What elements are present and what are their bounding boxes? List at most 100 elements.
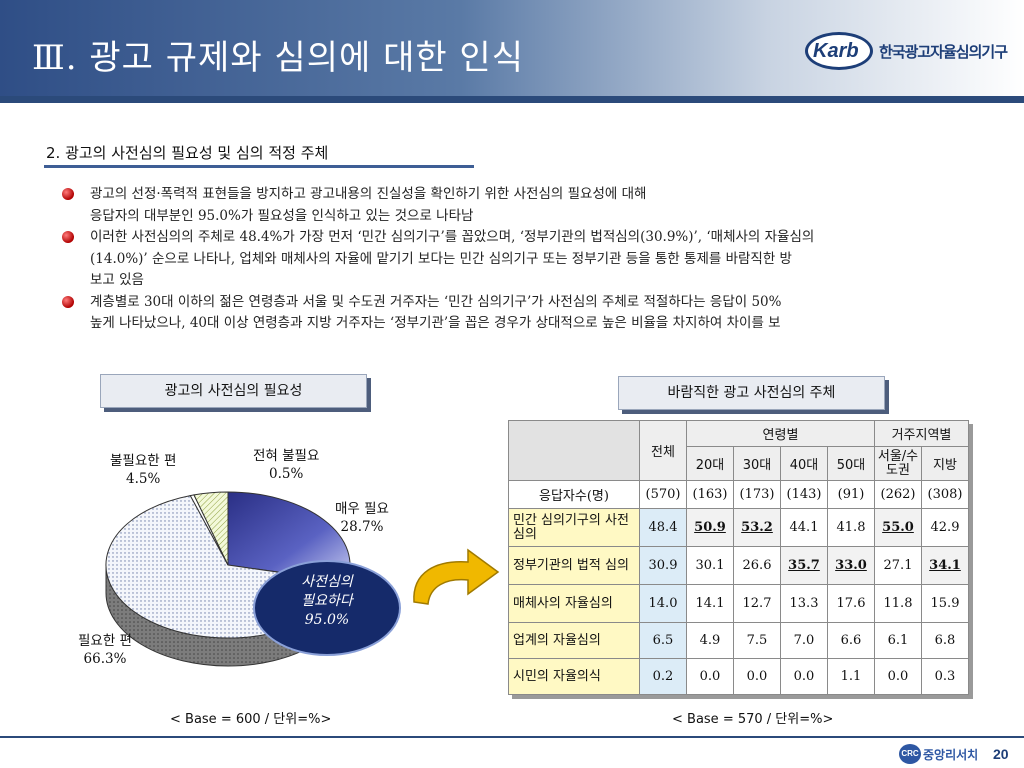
header-col: 지방 [921,446,969,481]
pie-value-label: 0.5% [269,466,304,482]
header-age-group: 연령별 [686,420,875,447]
table-cell: (163) [686,480,734,509]
bullet-dot-icon [62,295,74,308]
table-cell: (570) [639,480,687,509]
table-cell: 14.1 [686,584,734,623]
table-cell: 17.6 [827,584,875,623]
subject-table: 전체 연령별 거주지역별 20대 30대 40대 50대 서울/수도권 지방 응… [508,420,969,695]
table-cell: 26.6 [733,546,781,585]
summary-bullets: 광고의 선정·폭력적 표현들을 방지하고 광고내용의 진실성을 확인하기 위한 … [62,184,1024,335]
crc-logo-text: 중앙리서치 [923,748,979,762]
table-cell: 0.0 [874,658,922,695]
header-bottom-band [0,96,1024,103]
footer-line [0,736,1024,738]
karb-logo-text: Karb [813,40,859,62]
total-cell: 0.2 [639,658,687,695]
table-row: 업계의 자율심의 6.5 4.9 7.5 7.0 6.6 6.1 6.8 [508,622,969,659]
page-number: 20 [993,746,1009,762]
table-cell: 7.5 [733,622,781,659]
table-cell: 0.0 [780,658,828,695]
bullet-dot-icon [62,231,74,243]
bullet-line: 계층별로 30대 이하의 젊은 연령층과 서울 및 수도권 거주자는 ‘민간 심… [90,293,782,310]
table-cell: 30.1 [686,546,734,585]
row-label: 업계의 자율심의 [508,622,640,659]
table-cell: (173) [733,480,781,509]
table-cell: 0.3 [921,658,969,695]
bullet-dot-icon [62,188,74,200]
total-cell: 30.9 [639,546,687,585]
table-cell: 50.9 [686,508,734,547]
karb-logo-org-name: 한국광고자율심의기구 [879,43,1008,61]
pie-label-needed: 필요한 편 66.3% [78,633,132,667]
section-underline [44,165,474,168]
table-cell: 53.2 [733,508,781,547]
table-cell: 35.7 [780,546,828,585]
table-cell: (143) [780,480,828,509]
header-total: 전체 [639,420,687,481]
table-cell: 15.9 [921,584,969,623]
table-cell: 0.0 [733,658,781,695]
page-title: Ⅲ. 광고 규제와 심의에 대한 인식 [32,38,524,78]
pie-panel-title: 광고의 사전심의 필요성 [100,374,367,408]
table-cell: 6.8 [921,622,969,659]
table-cell: 42.9 [921,508,969,547]
pie-label-not-needed: 불필요한 편 4.5% [110,453,177,487]
table-cell: 7.0 [780,622,828,659]
bullet-line: (14.0%)’ 순으로 나타나, 업체와 매체사의 자율에 맡기기 보다는 민… [90,250,792,267]
table-cell: 6.1 [874,622,922,659]
table-cell: (262) [874,480,922,509]
needed-callout: 사전심의 필요하다 95.0% [253,560,401,656]
table-panel-title: 바람직한 광고 사전심의 주체 [618,376,885,410]
total-cell: 48.4 [639,508,687,547]
row-label: 매체사의 자율심의 [508,584,640,623]
pie-value-label: 28.7% [340,519,384,535]
respondents-label: 응답자수(명) [508,480,640,509]
table-cell: 1.1 [827,658,875,695]
curved-arrow-icon [413,548,500,605]
table-cell: 13.3 [780,584,828,623]
bullet-line: 높게 나타났으나, 40대 이상 연령층과 지방 거주자는 ‘정부기관’을 꼽은… [90,315,781,331]
crc-logo-badge: CRC [899,744,921,764]
bullet-line: 응답자의 대부분인 95.0%가 필요성을 인식하고 있는 것으로 나타남 [90,207,474,224]
table-cell: 12.7 [733,584,781,623]
table-row: 정부기관의 법적 심의 30.9 30.1 26.6 35.7 33.0 27.1 34.1 [508,546,969,585]
table-cell: 44.1 [780,508,828,547]
table-cell: (308) [921,480,969,509]
table-cell: 6.6 [827,622,875,659]
bullet-line: 이러한 사전심의의 주체로 48.4%가 가장 먼저 ‘민간 심의기구’를 꼽았… [90,229,815,245]
row-label: 시민의 자율의식 [508,658,640,695]
section-title: 2. 광고의 사전심의 필요성 및 심의 적정 주체 [46,144,329,162]
table-cell: (91) [827,480,875,509]
row-label: 민간 심의기구의 사전심의 [508,508,640,547]
table-cell: 33.0 [827,546,875,585]
header-col: 50대 [827,446,875,481]
table-cell: 34.1 [921,546,969,585]
table-cell: 41.8 [827,508,875,547]
crc-logo: CRC 중앙리서치 [899,744,985,764]
pie-label-very-needed: 매우 필요 28.7% [335,501,389,535]
pie-base-note: < Base = 600 / 단위=%> [170,712,332,727]
bullet-line: 광고의 선정·폭력적 표현들을 방지하고 광고내용의 진실성을 확인하기 위한 … [90,186,647,202]
table-cell: 27.1 [874,546,922,585]
table-row: 민간 심의기구의 사전심의 48.4 50.9 53.2 44.1 41.8 55.0 42.… [508,508,969,547]
table-row: 시민의 자율의식 0.2 0.0 0.0 0.0 1.1 0.0 0.3 [508,658,969,695]
header-col: 40대 [780,446,828,481]
table-row: 매체사의 자율심의 14.0 14.1 12.7 13.3 17.6 11.8 15.9 [508,584,969,623]
bullet-item: 광고의 선정·폭력적 표현들을 방지하고 광고내용의 진실성을 확인하기 위한 … [62,184,1024,227]
pie-label-never-needed: 전혀 불필요 0.5% [253,448,320,482]
table-cell: 55.0 [874,508,922,547]
header-col: 서울/수도권 [874,446,922,481]
total-cell: 6.5 [639,622,687,659]
table-cell: 0.0 [686,658,734,695]
header-col: 20대 [686,446,734,481]
row-label: 정부기관의 법적 심의 [508,546,640,585]
bullet-item: 이러한 사전심의의 주체로 48.4%가 가장 먼저 ‘민간 심의기구’를 꼽았… [62,227,1024,292]
header-col: 30대 [733,446,781,481]
karb-logo-badge: Karb [805,32,873,70]
header-region-group: 거주지역별 [874,420,969,447]
bullet-item: 계층별로 30대 이하의 젊은 연령층과 서울 및 수도권 거주자는 ‘민간 심… [62,292,1024,335]
header-banner: Ⅲ. 광고 규제와 심의에 대한 인식 Karb 한국광고자율심의기구 [0,0,1024,103]
karb-logo: Karb 한국광고자율심의기구 [805,30,1015,72]
pie-value-label: 66.3% [83,651,127,667]
table-corner [508,420,640,481]
